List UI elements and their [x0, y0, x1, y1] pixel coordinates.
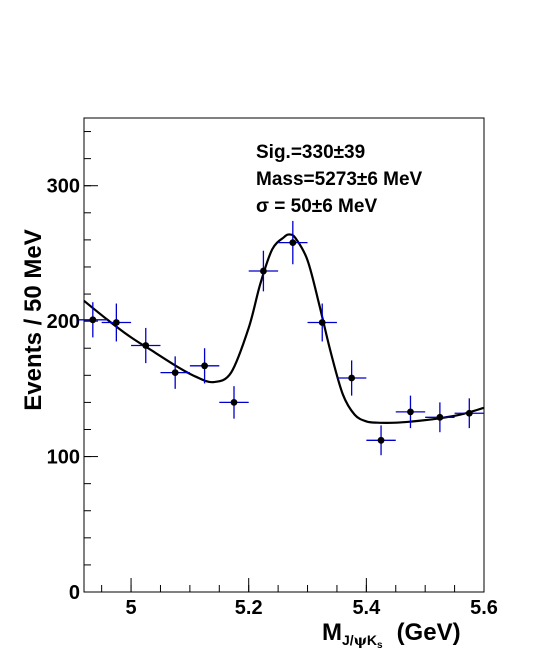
x-axis-title-sub-k: K [367, 632, 377, 648]
y-tick-labels: 0 100 200 300 [47, 176, 80, 604]
data-marker [348, 374, 356, 382]
data-marker [89, 316, 97, 324]
data-marker [201, 362, 208, 370]
data-point [307, 303, 337, 342]
data-point [131, 327, 161, 364]
data-point [101, 303, 132, 342]
x-axis-title-sub-prefix: J/ [342, 632, 354, 648]
data-point [366, 425, 396, 456]
y-tick-label: 0 [69, 582, 80, 604]
data-point [278, 220, 308, 265]
x-tick-label: 5.2 [235, 597, 263, 619]
x-tick-label: 5.6 [470, 597, 498, 619]
data-marker [407, 408, 414, 416]
data-point [248, 250, 279, 292]
x-axis-title-unit: (GeV) [397, 619, 461, 646]
data-marker [318, 319, 326, 326]
data-marker [142, 342, 150, 349]
data-points [78, 220, 484, 456]
data-point [395, 395, 426, 429]
data-point [189, 348, 220, 384]
annotation-signal: Sig.=330±39 [256, 142, 365, 163]
annotation-mass: Mass=5273±6 MeV [256, 169, 423, 190]
x-tick-label: 5.4 [352, 597, 381, 619]
data-point [219, 386, 249, 419]
fit-curve [83, 233, 485, 424]
y-tick-label: 300 [47, 176, 80, 198]
data-point [336, 360, 367, 396]
data-point [454, 398, 484, 429]
data-point [78, 302, 108, 338]
annotation-sigma: σ = 50±6 MeV [256, 196, 377, 217]
data-marker [260, 267, 267, 275]
y-tick-label: 200 [47, 311, 80, 333]
x-tick-labels: 5 5.2 5.4 5.6 [125, 597, 497, 619]
x-tick-label: 5 [125, 597, 136, 619]
data-point [425, 402, 455, 433]
data-marker [112, 319, 120, 326]
data-marker [230, 399, 238, 406]
x-axis-title-sub-s: s [377, 640, 383, 651]
data-marker [171, 369, 179, 377]
major-ticks [84, 185, 485, 593]
data-marker [289, 239, 297, 246]
x-axis-title-sub-psi: ψ [354, 633, 367, 649]
data-marker [377, 436, 385, 444]
data-point [160, 356, 190, 389]
data-marker [465, 409, 473, 417]
data-marker [436, 413, 444, 421]
y-tick-label: 100 [47, 447, 80, 469]
y-axis-title: Events / 50 MeV [20, 229, 47, 410]
x-axis-title: MJ/ψKs (GeV) [322, 619, 461, 651]
x-axis-title-main: M [322, 619, 342, 646]
plot-frame [83, 117, 485, 593]
